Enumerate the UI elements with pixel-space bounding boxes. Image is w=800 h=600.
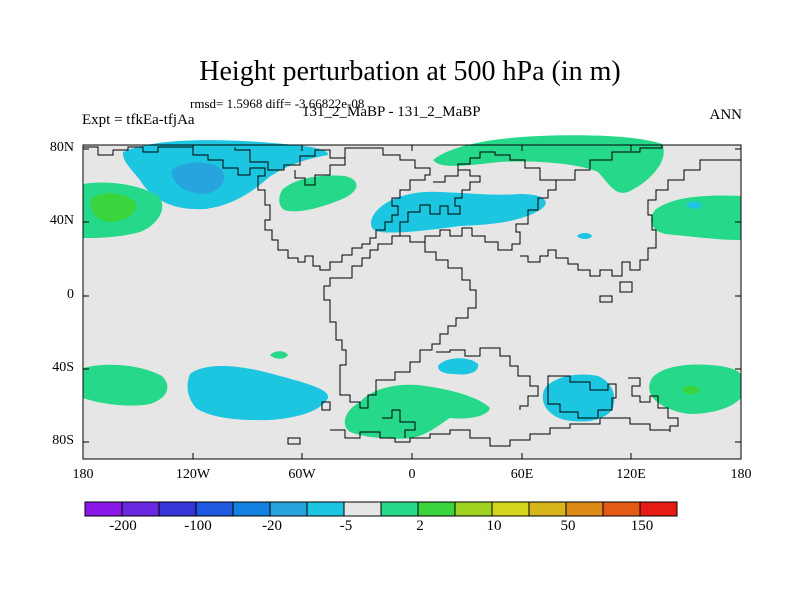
colorbar-box: [491, 501, 530, 517]
colorbar-box: [454, 501, 493, 517]
lon-label-120e: 120E: [616, 467, 646, 482]
axis-ticks: [83, 145, 741, 459]
colorbar: [84, 501, 678, 517]
colorbar-box: [158, 501, 197, 517]
case-label: 131_2_MaBP - 131_2_MaBP: [302, 104, 481, 120]
coastline-small-islands: [287, 281, 633, 445]
colorbar-box: [639, 501, 678, 517]
lat-label-40s: 40S: [52, 360, 74, 375]
colorbar-box: [565, 501, 604, 517]
coastline-greenland: [294, 158, 346, 186]
positive-core-north-pacific-west: [90, 193, 137, 222]
colorbar-label: 2: [416, 518, 424, 534]
colorbar-box: [84, 501, 123, 517]
lon-label-0: 0: [408, 467, 416, 482]
colorbar-label: -100: [184, 518, 212, 534]
colorbar-box: [417, 501, 456, 517]
negative-spot-asia: [577, 233, 592, 239]
coastline-antarctic-peninsula: [382, 409, 416, 438]
coastline-antarctica-edge: [330, 417, 670, 447]
colorbar-label: -200: [109, 518, 137, 534]
negative-spot-south-atlantic: [438, 358, 479, 375]
colorbar-box: [121, 501, 160, 517]
negative-region-north-pacific: [122, 140, 329, 210]
coastline-eurasia: [399, 151, 557, 251]
colorbar-box: [528, 501, 567, 517]
colorbar-box: [343, 501, 382, 517]
colorbar-box: [380, 501, 419, 517]
coastline-australia: [547, 375, 617, 419]
positive-region-south-atlantic: [344, 384, 490, 439]
stats-text: rmsd= 1.5968 diff= -3.66822e-08: [190, 96, 365, 111]
negative-spot-pacific: [686, 201, 702, 209]
positive-region-arctic: [433, 135, 664, 193]
colorbar-label: 10: [486, 518, 502, 534]
colorbar-box: [195, 501, 234, 517]
negative-core-north-pacific: [171, 162, 225, 194]
positive-region-south-pacific-west: [83, 364, 168, 406]
coastline-south-america-east: [436, 347, 539, 410]
experiment-label: Expt = tfkEa-tfjAa: [82, 112, 195, 128]
colorbar-label: -5: [339, 518, 353, 534]
coastlines: [83, 144, 742, 447]
positive-region-north-pacific-east: [651, 195, 741, 240]
coastline-new-zealand: [628, 377, 679, 432]
coastline-north-america: [83, 146, 431, 271]
lon-label-60e: 60E: [510, 467, 534, 482]
colorbar-box: [306, 501, 345, 517]
positive-region-north-atlantic: [279, 175, 357, 212]
colorbar-label: -20: [262, 518, 282, 534]
positive-core-south-pacific-east: [682, 385, 700, 395]
colorbar-label: 50: [560, 518, 576, 534]
colorbar-box: [269, 501, 308, 517]
lat-label-40n: 40N: [49, 213, 74, 228]
lon-label-180e: 180: [730, 467, 752, 482]
map-title: Height perturbation at 500 hPa (in m): [199, 56, 621, 87]
negative-region-eurasia: [370, 191, 546, 233]
negative-region-indian-ocean: [542, 374, 615, 422]
season-label: ANN: [709, 107, 743, 123]
lon-label-120w: 120W: [175, 467, 211, 482]
negative-region-south-pacific: [187, 365, 329, 421]
lat-label-80n: 80N: [49, 140, 74, 155]
colorbar-box: [232, 501, 271, 517]
colorbar-box: [602, 501, 641, 517]
lat-label-0: 0: [67, 287, 74, 302]
lon-label-60w: 60W: [288, 467, 316, 482]
contour-fills: [83, 135, 741, 439]
coastline-africa: [323, 235, 477, 409]
coastline-east-asia: [520, 144, 742, 277]
lon-label-180w: 180: [72, 467, 94, 482]
lat-label-80s: 80S: [52, 433, 74, 448]
positive-spot-south-america: [270, 351, 288, 359]
colorbar-label: 150: [630, 518, 654, 534]
